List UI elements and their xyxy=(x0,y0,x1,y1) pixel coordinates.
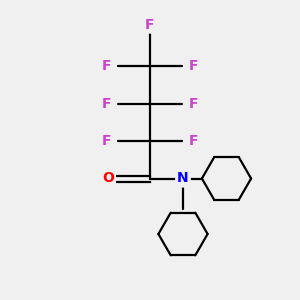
Text: O: O xyxy=(102,172,114,185)
Text: F: F xyxy=(101,134,111,148)
Text: F: F xyxy=(189,59,199,73)
Text: F: F xyxy=(101,59,111,73)
Text: N: N xyxy=(177,172,189,185)
Text: F: F xyxy=(145,18,155,32)
Text: F: F xyxy=(189,97,199,110)
Text: F: F xyxy=(101,97,111,110)
Text: F: F xyxy=(189,134,199,148)
